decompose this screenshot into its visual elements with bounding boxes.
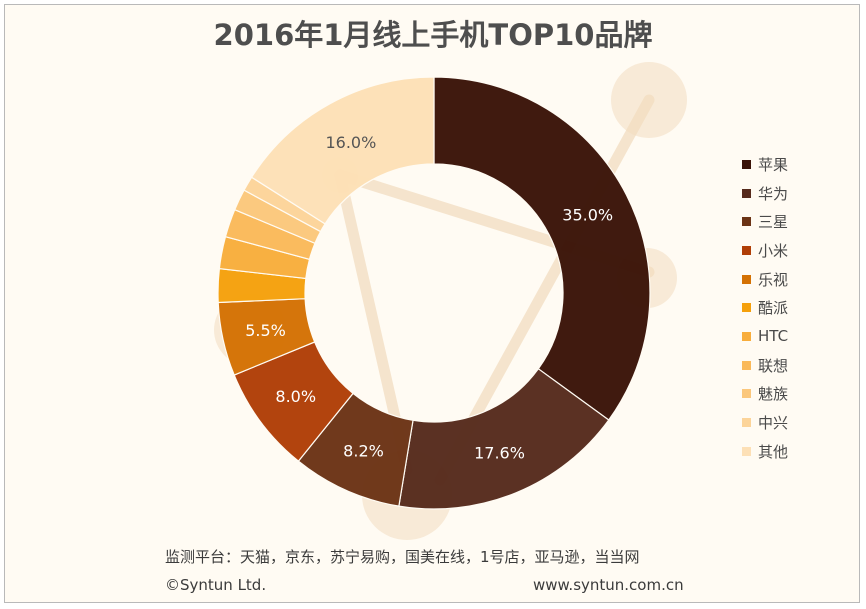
legend-label: HTC (758, 327, 789, 346)
legend-label: 联想 (758, 356, 789, 375)
legend-item: 小米 (742, 236, 788, 265)
legend-item: 华为 (742, 179, 788, 208)
data-source-note: 监测平台：天猫，京东，苏宁易购，国美在线，1号店，亚马逊，当当网 (165, 548, 640, 566)
data-label-10: 16.0% (325, 133, 376, 152)
data-labels: 35.0% 17.6% 8.2% 8.0% 5.5% 16.0% (245, 133, 613, 463)
data-label-2: 8.2% (343, 441, 384, 460)
legend-item: 中兴 (742, 408, 788, 437)
legend-item: HTC (742, 322, 788, 351)
website-text: www.syntun.com.cn (533, 576, 684, 594)
legend: 苹果 华为 三星 小米 乐视 酷派 HTC 联想 魅族 中兴 其他 (742, 150, 788, 466)
legend-label: 华为 (758, 184, 789, 203)
legend-item: 乐视 (742, 265, 788, 294)
legend-swatch (742, 418, 751, 428)
legend-item: 其他 (742, 437, 788, 466)
legend-label: 酷派 (758, 299, 789, 318)
legend-swatch (742, 159, 751, 169)
legend-item: 三星 (742, 207, 788, 236)
chart-title: 2016年1月线上手机TOP10品牌 (213, 18, 653, 52)
legend-label: 魅族 (758, 385, 789, 404)
legend-swatch (742, 303, 751, 313)
data-label-1: 17.6% (474, 444, 525, 463)
donut-slices (217, 76, 651, 510)
legend-item: 酷派 (742, 293, 788, 322)
legend-label: 小米 (758, 241, 789, 260)
legend-item: 魅族 (742, 380, 788, 409)
legend-label: 苹果 (758, 155, 789, 174)
donut-slice-10 (250, 76, 435, 225)
data-label-0: 35.0% (562, 206, 613, 225)
data-label-4: 5.5% (245, 321, 286, 340)
legend-item: 联想 (742, 351, 788, 380)
legend-label: 三星 (758, 213, 789, 232)
legend-swatch (742, 360, 751, 370)
donut-slice-0 (433, 76, 651, 421)
copyright-text: ©Syntun Ltd. (165, 576, 267, 594)
legend-swatch (742, 217, 751, 227)
legend-swatch (742, 274, 751, 284)
legend-swatch (742, 188, 751, 198)
legend-swatch (742, 389, 751, 399)
legend-swatch (742, 331, 751, 341)
legend-swatch (742, 446, 751, 456)
legend-item: 苹果 (742, 150, 788, 179)
data-label-3: 8.0% (275, 387, 316, 406)
legend-swatch (742, 245, 751, 255)
legend-label: 乐视 (758, 270, 789, 289)
legend-label: 中兴 (758, 414, 789, 433)
legend-label: 其他 (758, 442, 789, 461)
